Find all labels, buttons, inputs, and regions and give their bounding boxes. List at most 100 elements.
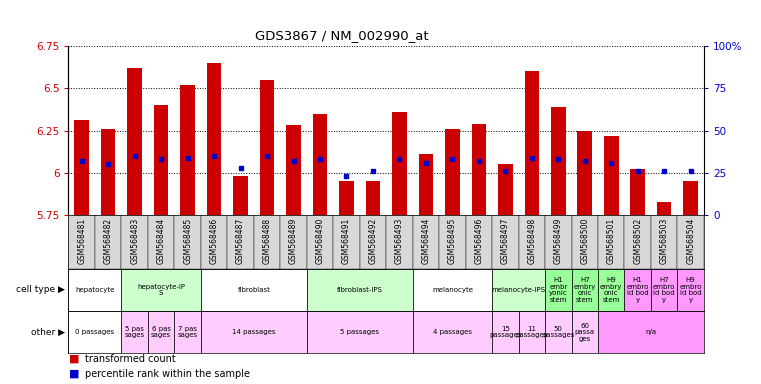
Bar — [625, 215, 651, 269]
Text: GSM568501: GSM568501 — [607, 218, 616, 264]
Bar — [254, 215, 280, 269]
Text: 7 pas
sages: 7 pas sages — [177, 326, 198, 338]
Bar — [360, 215, 386, 269]
Bar — [286, 126, 301, 215]
Bar — [472, 124, 486, 215]
Text: GSM568485: GSM568485 — [183, 218, 192, 264]
Bar — [122, 311, 148, 353]
Bar — [578, 131, 592, 215]
Bar — [101, 129, 116, 215]
Text: GSM568487: GSM568487 — [236, 218, 245, 264]
Bar — [122, 269, 201, 311]
Text: n/a: n/a — [645, 329, 657, 335]
Bar — [492, 269, 545, 311]
Text: GSM568503: GSM568503 — [660, 218, 669, 264]
Bar — [492, 215, 518, 269]
Bar — [683, 181, 698, 215]
Bar — [207, 63, 221, 215]
Bar — [201, 311, 307, 353]
Text: 60
passa
ges: 60 passa ges — [575, 323, 595, 342]
Text: GSM568494: GSM568494 — [422, 218, 431, 264]
Text: cell type ▶: cell type ▶ — [16, 285, 65, 295]
Text: 50
passages: 50 passages — [542, 326, 575, 338]
Bar — [180, 85, 195, 215]
Title: GDS3867 / NM_002990_at: GDS3867 / NM_002990_at — [255, 29, 428, 42]
Bar — [545, 215, 572, 269]
Text: melanocyte: melanocyte — [432, 287, 473, 293]
Bar — [127, 68, 142, 215]
Text: GSM568492: GSM568492 — [368, 218, 377, 264]
Bar — [518, 215, 545, 269]
Bar — [598, 311, 704, 353]
Bar — [68, 269, 122, 311]
Text: 6 pas
sages: 6 pas sages — [151, 326, 171, 338]
Text: GSM568491: GSM568491 — [342, 218, 351, 264]
Bar — [657, 202, 671, 215]
Bar — [439, 215, 466, 269]
Bar — [604, 136, 619, 215]
Text: percentile rank within the sample: percentile rank within the sample — [85, 369, 250, 379]
Text: GSM568482: GSM568482 — [103, 218, 113, 264]
Text: 14 passages: 14 passages — [232, 329, 275, 335]
Bar — [625, 269, 651, 311]
Text: 0 passages: 0 passages — [75, 329, 114, 335]
Bar — [545, 311, 572, 353]
Bar — [122, 215, 148, 269]
Text: GSM568496: GSM568496 — [474, 218, 483, 264]
Text: H1
embro
id bod
y: H1 embro id bod y — [626, 277, 649, 303]
Text: GSM568489: GSM568489 — [289, 218, 298, 264]
Text: other ▶: other ▶ — [30, 328, 65, 337]
Bar — [651, 269, 677, 311]
Text: H1
embr
yonic
stem: H1 embr yonic stem — [549, 277, 568, 303]
Bar — [386, 215, 412, 269]
Text: GSM568483: GSM568483 — [130, 218, 139, 264]
Text: H9
embro
id bod
y: H9 embro id bod y — [680, 277, 702, 303]
Bar — [677, 269, 704, 311]
Bar — [412, 311, 492, 353]
Bar — [445, 129, 460, 215]
Bar — [201, 215, 228, 269]
Text: 4 passages: 4 passages — [433, 329, 472, 335]
Bar — [95, 215, 122, 269]
Bar — [68, 215, 95, 269]
Text: 15
passages: 15 passages — [489, 326, 521, 338]
Text: GSM568504: GSM568504 — [686, 218, 696, 264]
Bar — [630, 169, 645, 215]
Bar — [366, 181, 380, 215]
Bar — [545, 269, 572, 311]
Bar — [419, 154, 433, 215]
Bar — [174, 311, 201, 353]
Bar — [148, 311, 174, 353]
Text: ■: ■ — [68, 369, 79, 379]
Bar — [307, 215, 333, 269]
Text: GSM568499: GSM568499 — [554, 218, 563, 264]
Text: hepatocyte-iP
S: hepatocyte-iP S — [137, 284, 185, 296]
Text: GSM568497: GSM568497 — [501, 218, 510, 264]
Bar — [174, 215, 201, 269]
Bar — [307, 269, 412, 311]
Bar — [333, 215, 360, 269]
Bar — [524, 71, 539, 215]
Text: 5 pas
sages: 5 pas sages — [125, 326, 145, 338]
Bar — [412, 215, 439, 269]
Bar — [313, 114, 327, 215]
Bar — [518, 311, 545, 353]
Text: fibroblast-IPS: fibroblast-IPS — [337, 287, 383, 293]
Text: GSM568488: GSM568488 — [263, 218, 272, 264]
Bar — [148, 215, 174, 269]
Text: 11
passages: 11 passages — [516, 326, 548, 338]
Bar — [551, 107, 565, 215]
Text: GSM568500: GSM568500 — [581, 218, 589, 264]
Bar — [412, 269, 492, 311]
Text: GSM568484: GSM568484 — [157, 218, 166, 264]
Bar — [466, 215, 492, 269]
Text: H7
embro
id bod
y: H7 embro id bod y — [653, 277, 676, 303]
Bar — [307, 311, 412, 353]
Bar — [651, 215, 677, 269]
Bar — [572, 269, 598, 311]
Text: H7
embry
onic
stem: H7 embry onic stem — [574, 277, 596, 303]
Bar — [280, 215, 307, 269]
Bar — [260, 80, 275, 215]
Bar — [572, 311, 598, 353]
Text: GSM568498: GSM568498 — [527, 218, 537, 264]
